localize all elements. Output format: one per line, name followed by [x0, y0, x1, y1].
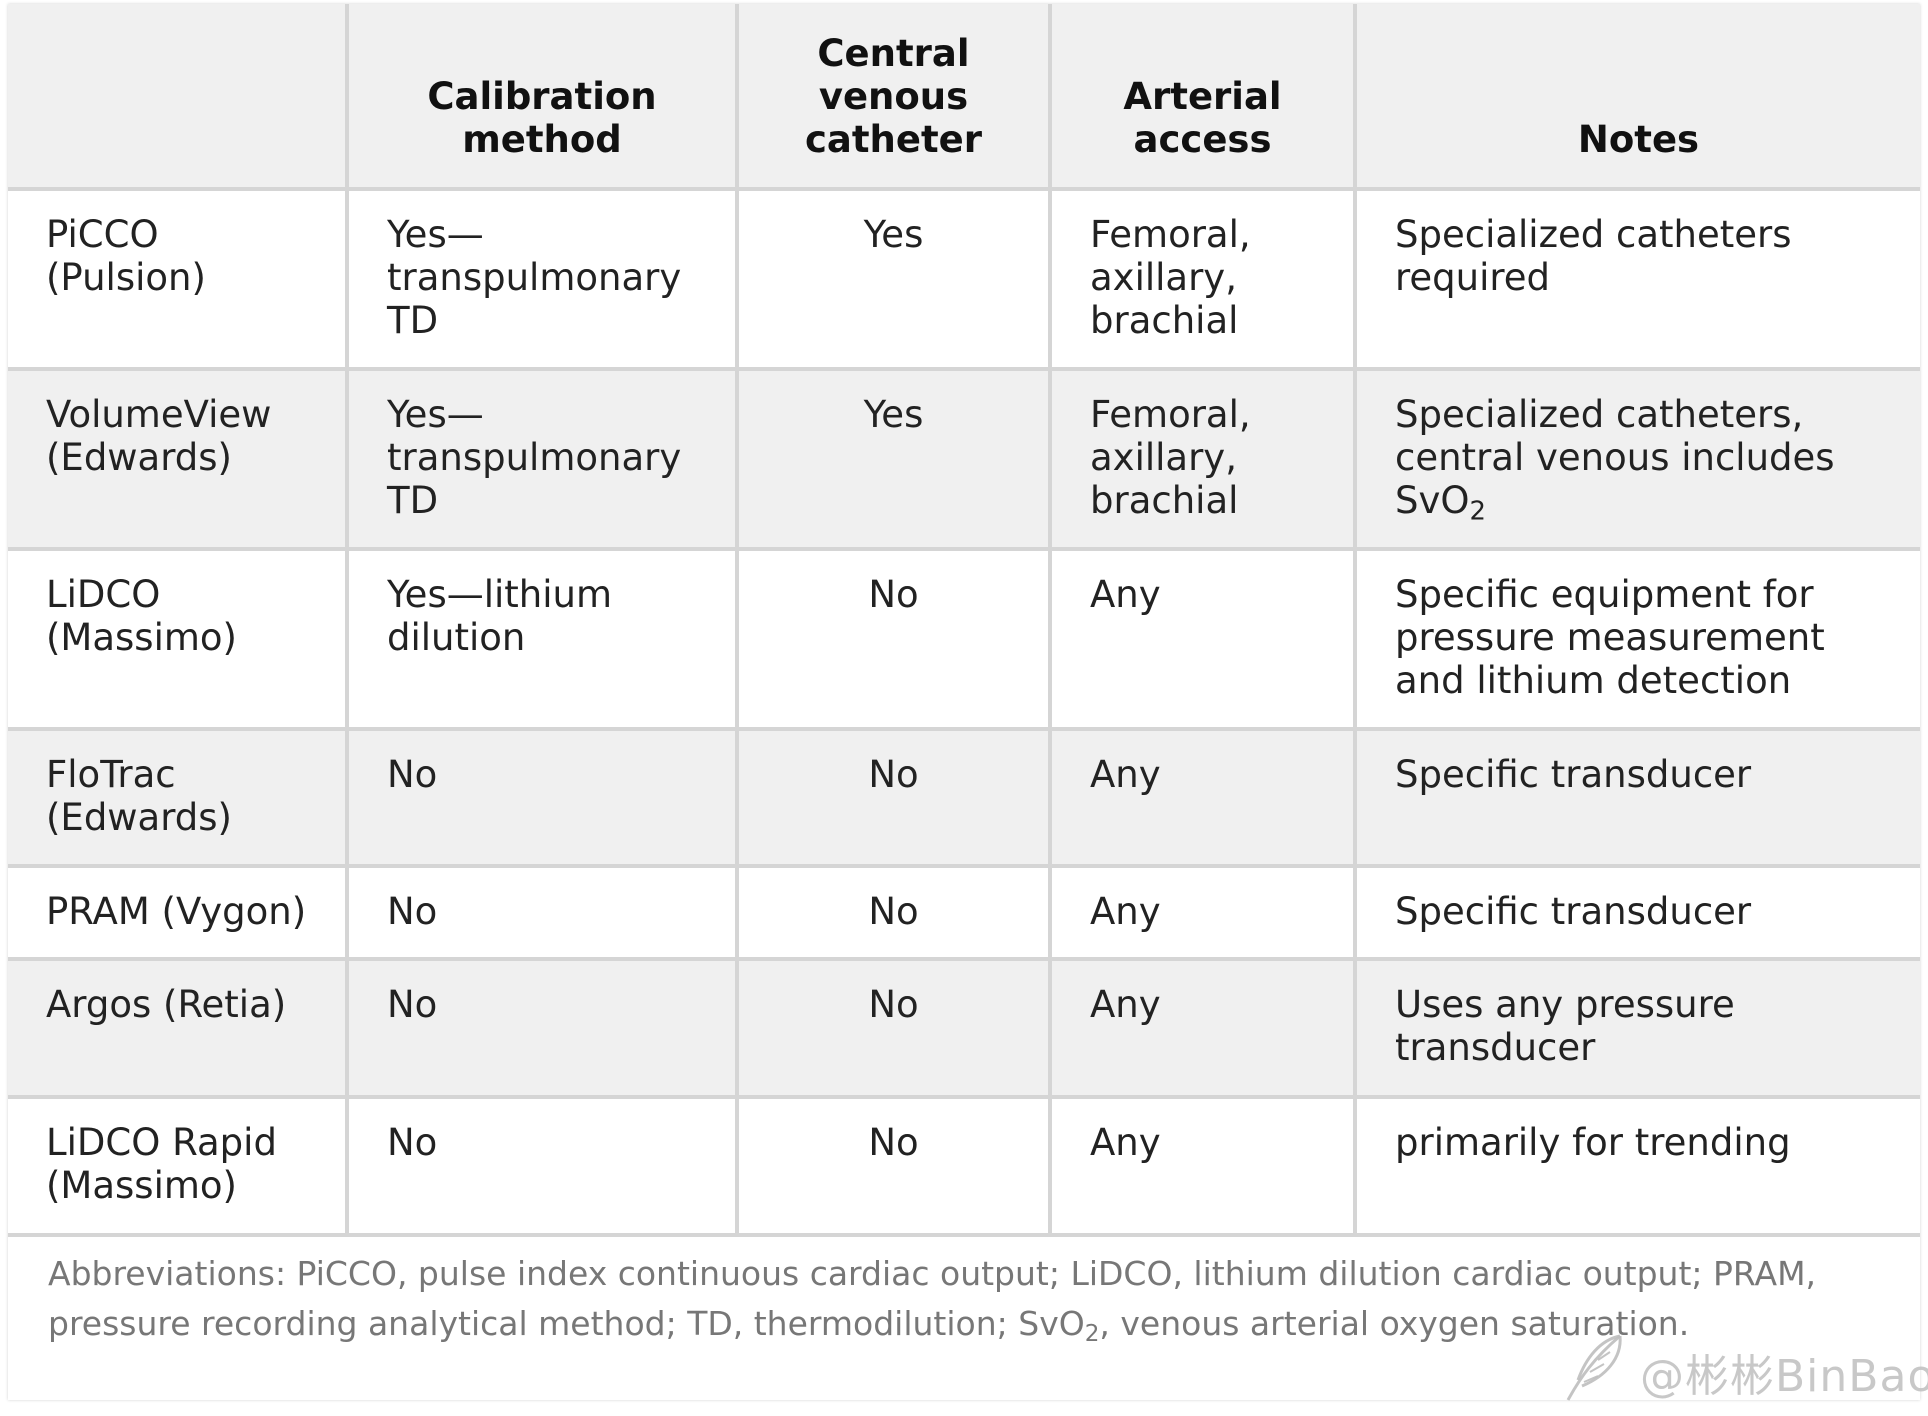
cell-arterial: Femoral, axillary, brachial: [1050, 369, 1357, 551]
cell-notes: primarily for trending: [1355, 1097, 1920, 1237]
cell-device: Argos (Retia): [8, 959, 349, 1099]
cell-arterial: Any: [1050, 866, 1357, 961]
watermark: @彬彬BinBao: [1560, 1328, 1928, 1408]
table-row: LiDCO (Massimo) Yes—lithium dilution No …: [8, 549, 1920, 731]
cell-calibration: No: [347, 866, 739, 961]
cell-arterial: Any: [1050, 959, 1357, 1099]
cell-cvc: Yes: [737, 189, 1052, 371]
header-device: [8, 4, 349, 191]
cell-device: PiCCO (Pulsion): [8, 189, 349, 371]
watermark-text: @彬彬BinBao: [1640, 1351, 1928, 1402]
table-row: PRAM (Vygon) No No Any Specific transduc…: [8, 866, 1920, 961]
cell-device: LiDCO (Massimo): [8, 549, 349, 731]
cell-arterial: Any: [1050, 549, 1357, 731]
cell-cvc: No: [737, 549, 1052, 731]
cell-cvc: No: [737, 866, 1052, 961]
cell-calibration: Yes—transpulmonary TD: [347, 369, 739, 551]
cell-notes: Specific equipment for pressure measurem…: [1355, 549, 1920, 731]
table-row: FloTrac (Edwards) No No Any Specific tra…: [8, 729, 1920, 868]
cell-arterial: Femoral, axillary, brachial: [1050, 189, 1357, 371]
cell-arterial: Any: [1050, 1097, 1357, 1237]
cell-device: LiDCO Rapid (Massimo): [8, 1097, 349, 1237]
cell-device: VolumeView (Edwards): [8, 369, 349, 551]
header-arterial-access: Arterial access: [1050, 4, 1357, 191]
table-card: Calibration method Central venous cathet…: [8, 4, 1920, 1400]
table-row: Argos (Retia) No No Any Uses any pressur…: [8, 959, 1920, 1099]
table-row: VolumeView (Edwards) Yes—transpulmonary …: [8, 369, 1920, 551]
cell-cvc: No: [737, 1097, 1052, 1237]
cell-cvc: No: [737, 959, 1052, 1099]
cell-notes: Specialized catheters required: [1355, 189, 1920, 371]
header-row: Calibration method Central venous cathet…: [8, 4, 1920, 191]
cell-calibration: Yes—lithium dilution: [347, 549, 739, 731]
abbreviations-footnote: Abbreviations: PiCCO, pulse index contin…: [48, 1249, 1888, 1349]
subscript: 2: [1084, 1320, 1100, 1347]
notes-text: Specialized catheters, central venous in…: [1395, 393, 1835, 522]
table-row: PiCCO (Pulsion) Yes—transpulmonary TD Ye…: [8, 189, 1920, 371]
cell-device: FloTrac (Edwards): [8, 729, 349, 868]
cell-notes: Specialized catheters, central venous in…: [1355, 369, 1920, 551]
cell-cvc: Yes: [737, 369, 1052, 551]
subscript: 2: [1469, 496, 1486, 527]
cell-notes: Uses any pressure transducer: [1355, 959, 1920, 1099]
cell-calibration: No: [347, 729, 739, 868]
table-row: LiDCO Rapid (Massimo) No No Any primaril…: [8, 1097, 1920, 1237]
header-central-venous-catheter: Central venous catheter: [737, 4, 1052, 191]
feather-icon: [1566, 1334, 1622, 1401]
cell-arterial: Any: [1050, 729, 1357, 868]
cell-notes: Specific transducer: [1355, 729, 1920, 868]
footnote-text: Abbreviations: PiCCO, pulse index contin…: [48, 1254, 1817, 1343]
cell-calibration: No: [347, 1097, 739, 1237]
header-calibration-method: Calibration method: [347, 4, 739, 191]
cell-calibration: No: [347, 959, 739, 1099]
cell-cvc: No: [737, 729, 1052, 868]
header-notes: Notes: [1355, 4, 1920, 191]
cell-device: PRAM (Vygon): [8, 866, 349, 961]
cell-calibration: Yes—transpulmonary TD: [347, 189, 739, 371]
cell-notes: Specific transducer: [1355, 866, 1920, 961]
footnote-text-end: , venous arterial oxygen saturation.: [1099, 1304, 1690, 1343]
comparison-table: Calibration method Central venous cathet…: [8, 4, 1920, 1237]
